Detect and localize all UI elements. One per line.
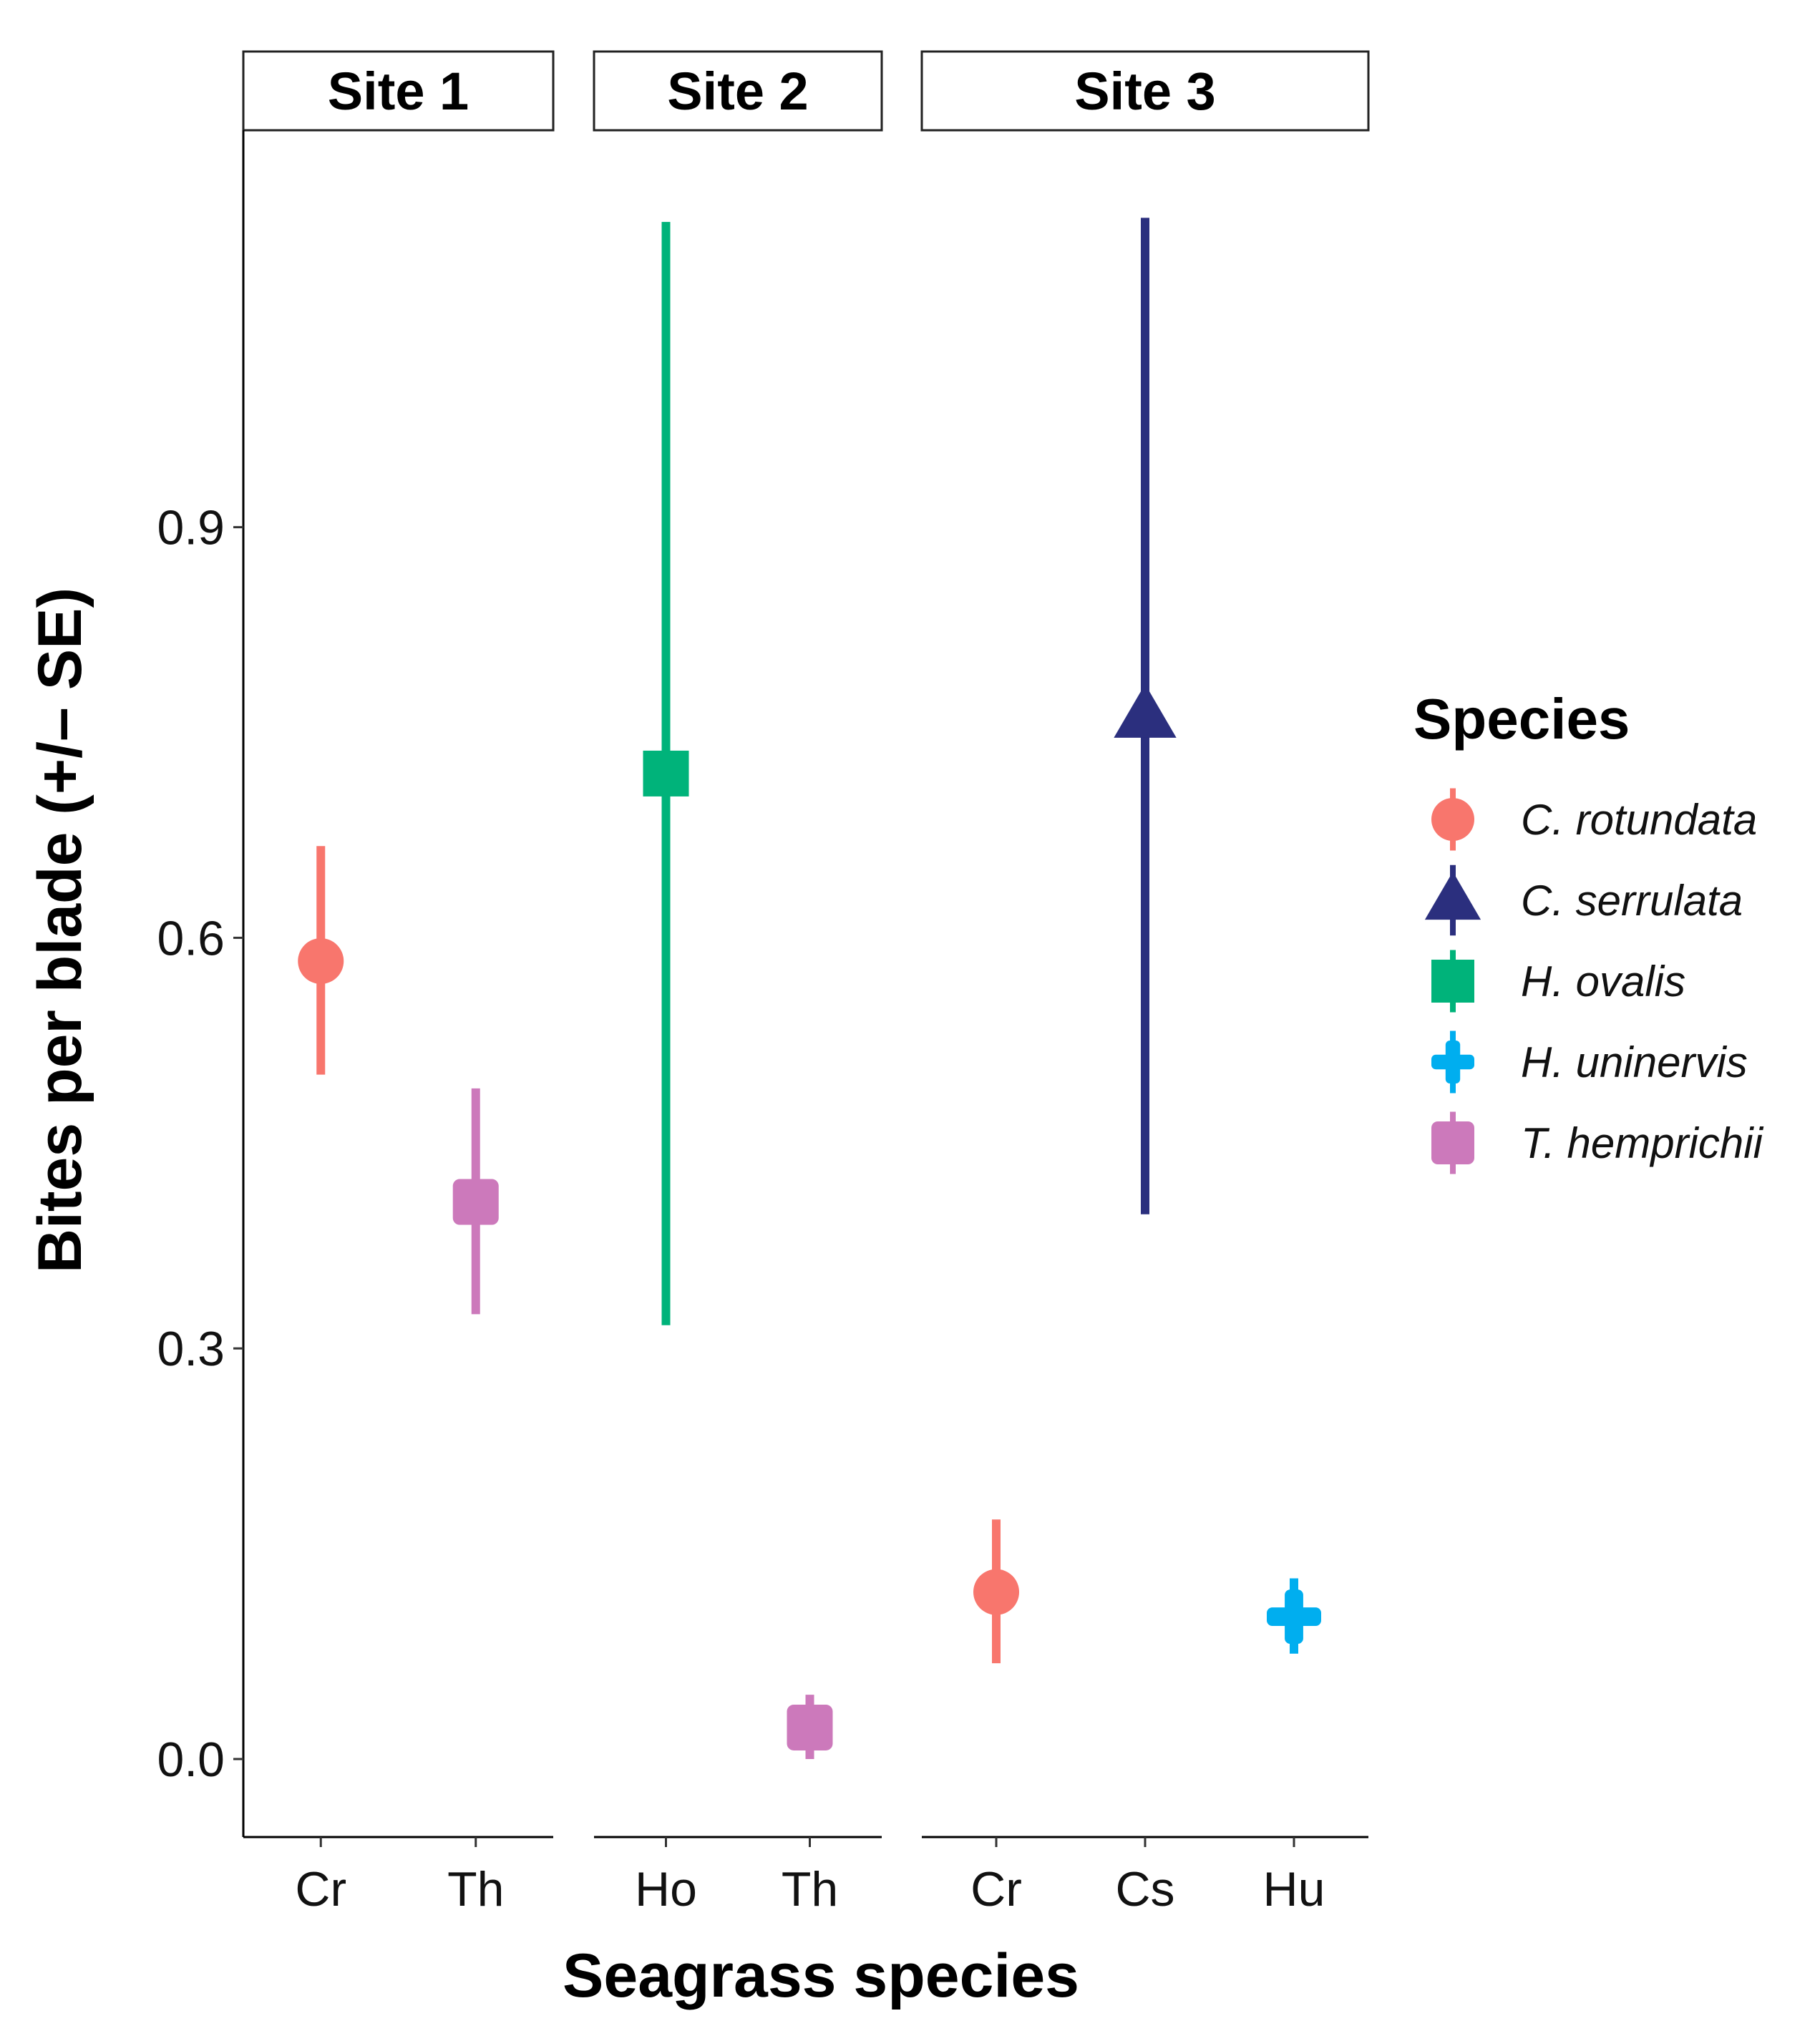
data-point [1114,683,1177,738]
legend-label: T. hemprichii [1521,1119,1764,1167]
legend-label: C. rotundata [1521,796,1757,844]
legend: Species C. rotundata C. serrulata H. ovali… [1413,687,1764,1174]
legend-key [1424,864,1481,936]
y-axis: 0.0 0.3 0.6 0.9 [157,130,245,1837]
x-tick-label: Ho [635,1862,697,1916]
data-point [298,937,344,984]
facet-panel: Site 1 Cr Th [242,50,555,1916]
facet-strip-label: Site 3 [1074,62,1215,121]
x-tick-label: Hu [1263,1862,1325,1916]
data-point [1267,1589,1321,1645]
legend-item: C. serrulata [1424,864,1743,936]
y-tick-label: 0.0 [157,1733,225,1787]
x-tick-label: Th [447,1862,504,1916]
x-tick-label: Cr [970,1862,1022,1916]
legend-key [1431,1031,1474,1094]
data-point [643,750,689,797]
data-point [787,1704,833,1750]
y-tick-label: 0.9 [157,501,225,555]
data-point [973,1569,1019,1615]
facet-strip [593,50,883,132]
legend-title: Species [1413,687,1630,751]
y-tick-label: 0.3 [157,1322,225,1376]
facet-panel: Site 3 Cr Cs Hu [920,50,1370,1916]
facet-panel: Site 2 Ho Th [593,50,883,1916]
legend-label: H. uninervis [1521,1038,1748,1086]
legend-item: C. rotundata [1431,788,1757,851]
x-tick-label: Cs [1115,1862,1174,1916]
data-point [452,1179,499,1225]
legend-key [1431,950,1474,1013]
legend-item: H. uninervis [1431,1031,1748,1094]
facet-strip [920,50,1370,132]
legend-item: T. hemprichii [1431,1111,1764,1174]
facet-strip-label: Site 1 [328,62,469,121]
y-axis-title: Bites per blade (+/– SE) [26,588,94,1273]
facet-strip [242,50,555,132]
legend-label: H. ovalis [1521,958,1685,1005]
x-axis-title: Seagrass species [563,1942,1079,2010]
x-tick-label: Th [782,1862,838,1916]
legend-label: C. serrulata [1521,877,1743,925]
facet-strip-label: Site 2 [667,62,808,121]
legend-key [1431,1111,1474,1174]
y-tick-label: 0.6 [157,911,225,965]
x-tick-label: Cr [295,1862,346,1916]
facets: Site 1 Cr Th Site 2 Ho Th Site 3 Cr Cs Hu [242,50,1370,1916]
legend-key [1431,788,1474,851]
legend-item: H. ovalis [1431,950,1685,1013]
